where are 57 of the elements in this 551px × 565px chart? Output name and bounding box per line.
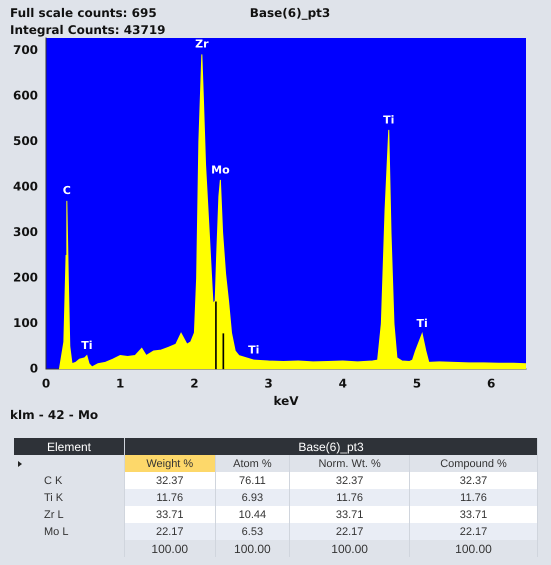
x-tick-label: 0 xyxy=(42,376,50,391)
text: 32.37 xyxy=(460,474,488,486)
text: 11.76 xyxy=(336,492,363,504)
text: 33.71 xyxy=(336,508,364,520)
category-label: Norm. Wt. % xyxy=(290,455,410,472)
y-tick-label: 600 xyxy=(12,88,38,102)
x-tick-label: 2 xyxy=(190,376,199,391)
text: 100.00 xyxy=(151,542,188,556)
y-tick-label: 100 xyxy=(12,316,38,330)
x-tick-label: 1 xyxy=(116,376,124,391)
y-tick-label: 500 xyxy=(12,134,38,148)
y-tick-label: 400 xyxy=(12,179,38,194)
annotation: Ti xyxy=(248,343,260,356)
text: Full scale counts: 695 xyxy=(10,6,157,20)
text: Element xyxy=(14,438,124,455)
category-label: Mo L xyxy=(44,526,68,538)
text: klm - 42 - Mo xyxy=(10,408,98,422)
y-tick-label: 200 xyxy=(12,270,38,284)
text: 100.00 xyxy=(234,542,271,556)
chart-title: Base(6)_pt3 xyxy=(250,6,330,20)
annotation: Ti xyxy=(383,113,394,126)
x-tick-label: 5 xyxy=(412,376,422,391)
x-tick-label: 6 xyxy=(486,376,496,391)
text: 11.76 xyxy=(156,492,184,504)
text: 22.17 xyxy=(156,526,184,538)
category-label: Ti K xyxy=(44,492,64,504)
x-tick-label: 3 xyxy=(264,376,273,391)
x-axis-title: keV xyxy=(273,394,300,408)
annotation: Mo xyxy=(211,163,230,176)
category-label: Compound % xyxy=(410,455,538,472)
text: 32.37 xyxy=(336,474,364,486)
text: 6.93 xyxy=(242,492,264,504)
annotation: C xyxy=(62,184,71,198)
category-label: Zr L xyxy=(44,508,64,520)
annotation: Zr xyxy=(195,38,210,51)
text: 100.00 xyxy=(455,542,492,556)
category-label: Weight % xyxy=(124,455,216,472)
category-label: C K xyxy=(44,474,62,486)
text: 22.17 xyxy=(460,526,488,538)
y-tick-label: 0 xyxy=(30,361,38,376)
text: 10.44 xyxy=(238,508,266,520)
category-label: Atom % xyxy=(215,455,290,472)
text: 100.00 xyxy=(331,542,368,556)
text: 6.53 xyxy=(242,526,264,538)
text: 33.71 xyxy=(460,508,488,520)
x-tick-label: 4 xyxy=(338,376,347,391)
text: 22.17 xyxy=(336,526,364,538)
y-tick-label: 700 xyxy=(12,42,38,57)
text: 11.76 xyxy=(460,492,487,504)
text: Integral Counts: 43719 xyxy=(10,23,166,38)
annotation: Ti xyxy=(81,338,92,352)
text: Base(6)_pt3 xyxy=(124,438,538,455)
y-tick-label: 300 xyxy=(12,224,38,239)
text: 32.37 xyxy=(156,474,184,486)
annotation: Ti xyxy=(416,317,428,330)
text: 76.11 xyxy=(239,474,266,486)
text: 33.71 xyxy=(156,508,184,520)
